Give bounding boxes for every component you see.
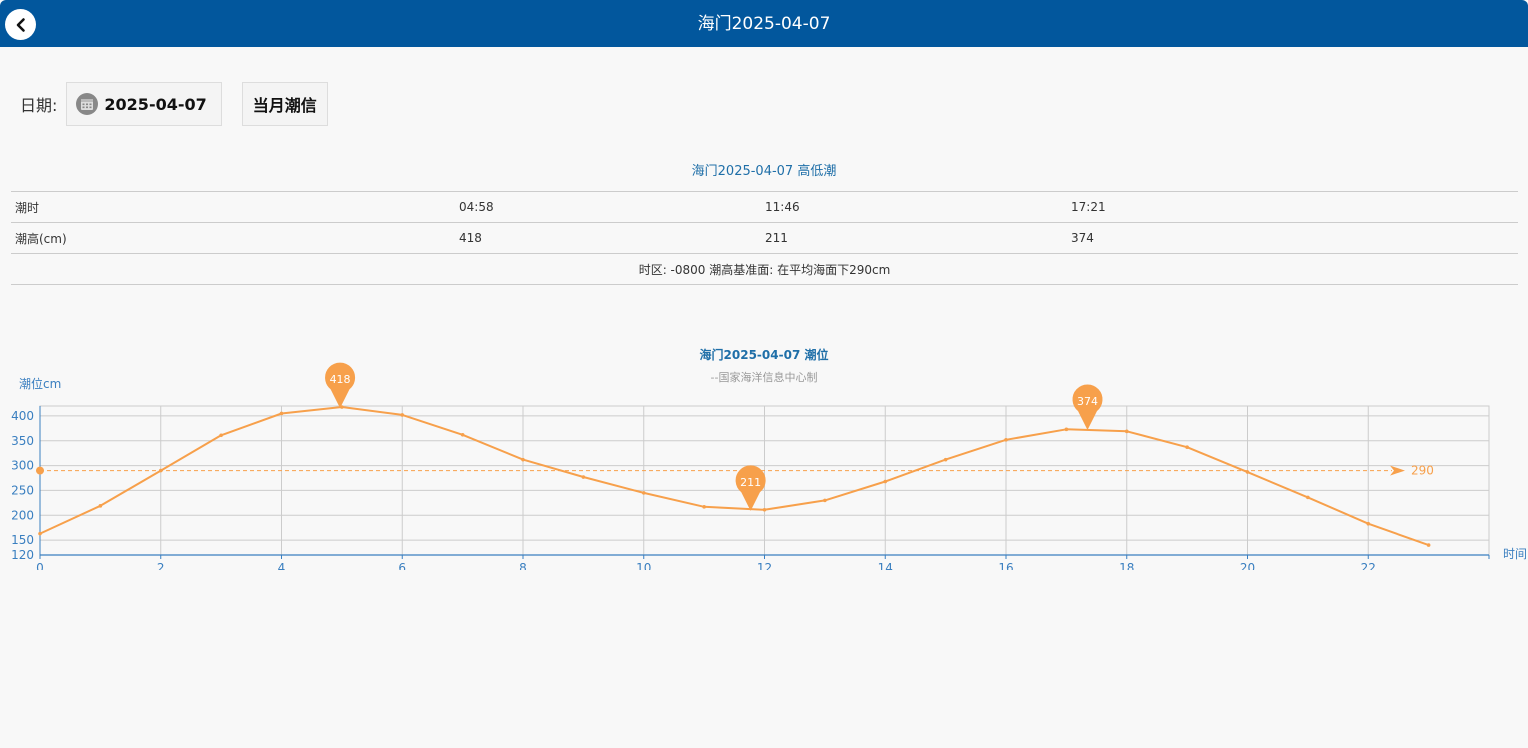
datum-markline-label: 290 [1411, 464, 1434, 478]
top-bar: 海门2025-04-07 [0, 0, 1528, 47]
y-tick-label: 120 [11, 548, 34, 562]
x-tick-label: 18 [1119, 561, 1134, 570]
x-axis-label: 时间 [1503, 547, 1527, 561]
tide-data-point [702, 505, 706, 509]
y-tick-label: 250 [11, 483, 34, 497]
height-cell: 211 [765, 222, 1071, 254]
table-row-height: 潮高(cm) 418 211 374 [11, 222, 1518, 254]
datum-markline-start [36, 466, 44, 475]
time-cell: 04:58 [459, 191, 765, 223]
tide-data-point [400, 413, 405, 417]
chart-subtitle: --国家海洋信息中心制 [711, 370, 818, 384]
date-picker-button[interactable]: 2025-04-07 [66, 82, 222, 126]
tide-data-point [521, 457, 525, 462]
x-tick-label: 0 [36, 561, 44, 570]
x-tick-label: 10 [636, 561, 651, 570]
y-tick-label: 350 [11, 434, 34, 448]
tide-data-point [98, 504, 103, 508]
date-label: 日期: [20, 96, 58, 115]
tide-data-point [1004, 437, 1008, 442]
tide-data-point [1426, 543, 1431, 547]
chart-title: 海门2025-04-07 潮位 [700, 347, 829, 362]
table-row-footnote: 时区: -0800 潮高基准面: 在平均海面下290cm [11, 253, 1518, 285]
time-label: 潮时 [11, 191, 459, 223]
y-axis-label: 潮位cm [19, 376, 61, 391]
date-value: 2025-04-07 [104, 94, 207, 114]
tide-data-point [219, 433, 223, 438]
tide-chart-svg: 海门2025-04-07 潮位 --国家海洋信息中心制 潮位cm 时间 1201… [11, 347, 1527, 575]
x-tick-label: 14 [878, 561, 893, 570]
tide-data-point [158, 468, 163, 473]
back-button[interactable] [5, 9, 36, 40]
tide-data-point [641, 491, 646, 495]
y-tick-label: 150 [11, 533, 34, 547]
y-tick-label: 200 [11, 508, 34, 522]
tide-data-point [460, 433, 465, 437]
y-tick-label: 400 [11, 409, 34, 423]
x-tick-label: 22 [1361, 561, 1376, 570]
height-label: 潮高(cm) [11, 222, 459, 254]
x-tick-label: 4 [278, 561, 286, 570]
height-cell: 374 [1071, 222, 1518, 254]
tide-data-point [883, 479, 888, 484]
x-tick-label: 6 [398, 561, 406, 570]
x-tick-label: 2 [157, 561, 165, 570]
x-tick-label: 8 [519, 561, 527, 570]
tide-data-point [279, 411, 284, 416]
tide-data-point [943, 457, 948, 462]
tide-data-point [581, 475, 586, 479]
extreme-pin-label: 374 [1077, 395, 1098, 408]
extreme-pin-marker [325, 362, 356, 409]
datum-markline-arrow [1390, 465, 1405, 476]
page-title: 海门2025-04-07 [697, 14, 831, 34]
table-title: 海门2025-04-07 高低潮 [691, 164, 837, 179]
time-cell: 11:46 [765, 191, 1071, 223]
tide-data-point [38, 531, 42, 536]
height-cell: 418 [459, 222, 765, 254]
calendar-icon [76, 93, 99, 115]
back-arrow-icon [16, 17, 25, 32]
extreme-pin-label: 418 [330, 373, 351, 386]
tide-data-point [1064, 427, 1069, 432]
tide-data-point [762, 508, 767, 512]
extreme-pin-marker [735, 465, 766, 511]
tide-data-point [1366, 521, 1371, 526]
extreme-pin-marker [1072, 384, 1103, 430]
tide-data-point [1124, 429, 1129, 434]
table-row-time: 潮时 04:58 11:46 17:21 [11, 191, 1518, 223]
tide-table: 潮时 04:58 11:46 17:21 潮高(cm) 418 211 374 … [11, 191, 1518, 285]
monthly-tide-button[interactable]: 当月潮信 [241, 82, 328, 126]
x-tick-label: 16 [998, 561, 1013, 570]
tide-data-point [1245, 470, 1250, 474]
date-row: 日期: 2025-04-07 当月潮信 [20, 81, 328, 127]
tide-data-point [1306, 495, 1310, 500]
x-tick-label: 20 [1240, 561, 1255, 570]
tide-chart: 海门2025-04-07 潮位 --国家海洋信息中心制 潮位cm 时间 120 1… [0, 340, 1528, 575]
tide-data-point [823, 498, 827, 503]
time-cell: 17:21 [1071, 191, 1518, 223]
y-tick-label: 300 [11, 459, 34, 473]
table-footnote: 时区: -0800 潮高基准面: 在平均海面下290cm [11, 253, 1518, 285]
tide-series-line [39, 406, 1429, 547]
tide-data-point [1185, 445, 1189, 450]
x-tick-label: 12 [757, 561, 772, 570]
extreme-pin-label: 211 [740, 476, 761, 489]
